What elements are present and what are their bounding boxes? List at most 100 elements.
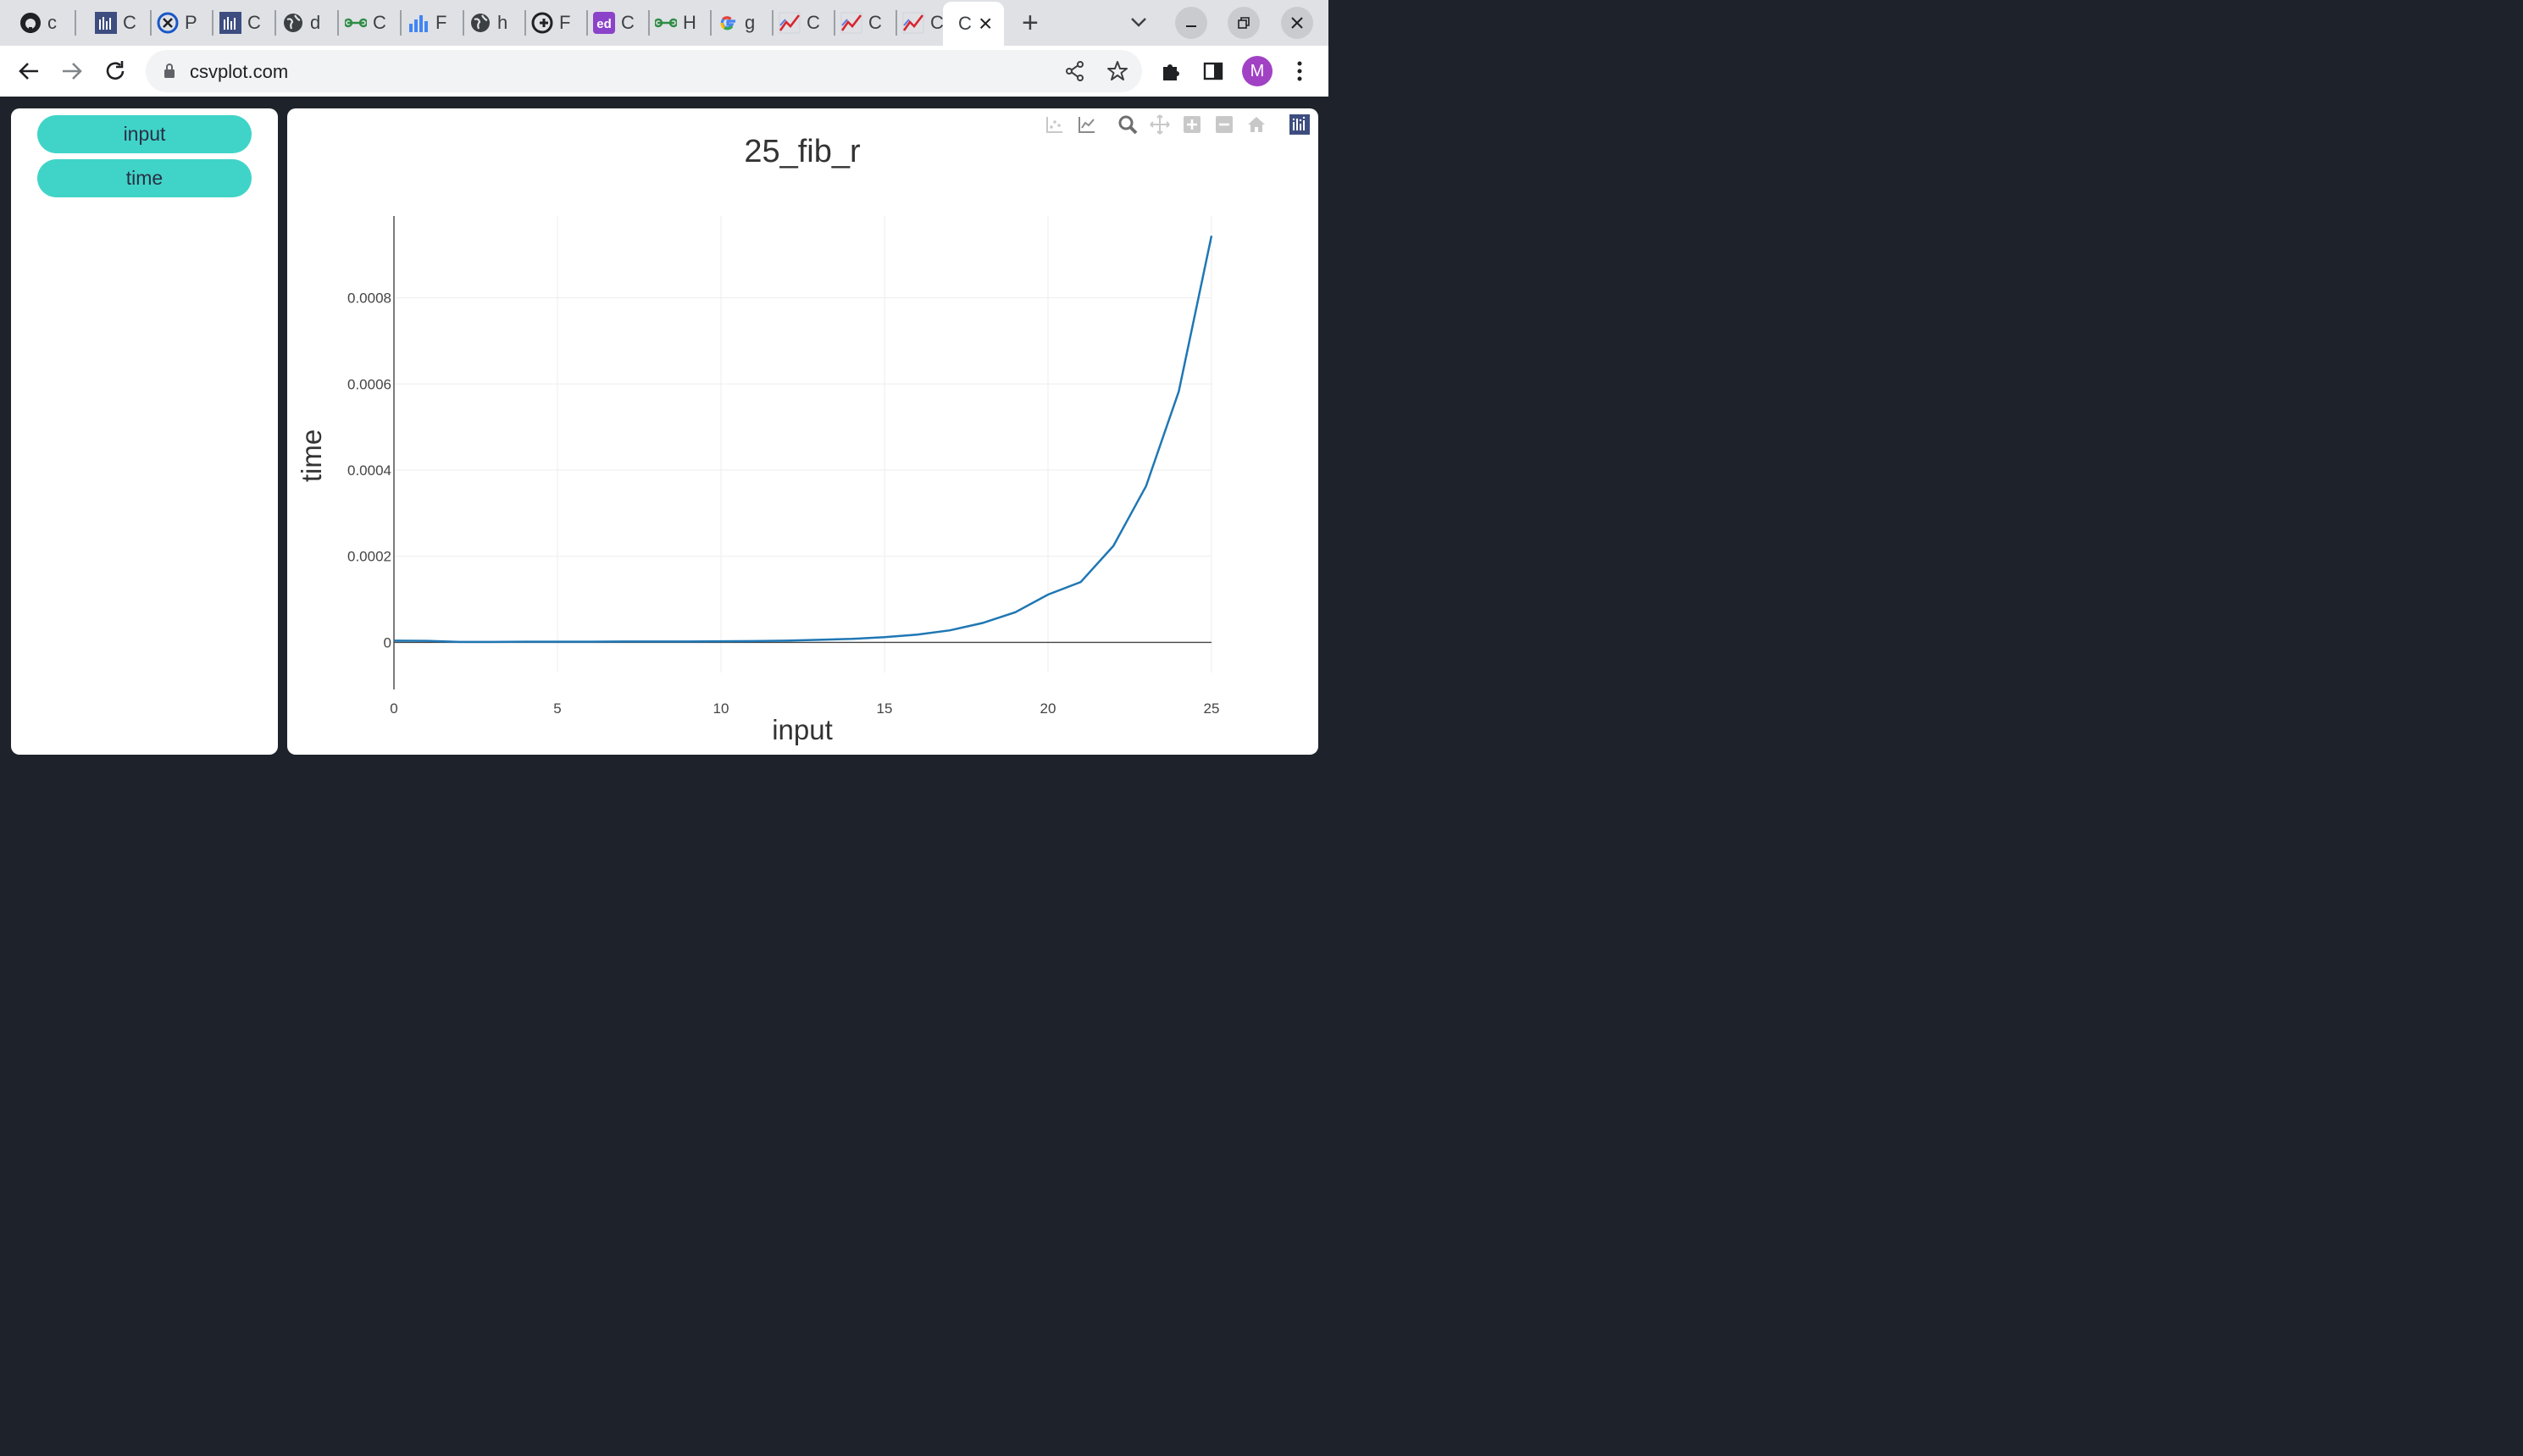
close-tab-icon[interactable]: ×	[979, 10, 993, 36]
browser-tab[interactable]: C	[325, 5, 390, 41]
extensions-button[interactable]	[1157, 58, 1184, 85]
pan-icon[interactable]	[1149, 113, 1171, 136]
browser-tab[interactable]: h	[450, 5, 514, 41]
tab-title: F	[435, 12, 447, 33]
browser-tab[interactable]: F	[388, 5, 452, 41]
forward-button[interactable]	[58, 58, 86, 85]
y-gridlines	[394, 297, 1212, 557]
zoom-in-icon[interactable]	[1181, 113, 1203, 136]
tab-separator	[896, 10, 897, 36]
browser-tab[interactable]: F	[512, 5, 576, 41]
browser-tab[interactable]: H	[635, 5, 700, 41]
tab-title: F	[559, 12, 571, 33]
new-tab-button[interactable]: +	[1022, 7, 1039, 39]
cpp-icon	[530, 11, 554, 35]
x-tick-label: 15	[877, 700, 893, 717]
reload-button[interactable]	[102, 58, 129, 85]
svg-text:ed: ed	[596, 17, 612, 31]
browser-tab[interactable]: C	[75, 5, 140, 41]
browser-menu-button[interactable]	[1286, 58, 1313, 85]
compare-data-icon[interactable]	[1044, 113, 1066, 136]
browser-tab[interactable]: d	[263, 5, 327, 41]
google-icon	[716, 11, 740, 35]
tab-title: P	[185, 12, 197, 33]
x-tick-label: 10	[713, 700, 729, 717]
column-sidebar: input time	[11, 108, 278, 755]
line-chart-icon	[778, 11, 801, 35]
minimize-icon	[1186, 25, 1196, 27]
browser-tab[interactable]: ed C	[574, 5, 638, 41]
github-icon	[19, 11, 42, 35]
tab-title: C	[123, 12, 136, 33]
geeksforgeeks-icon	[654, 11, 678, 35]
x-tick-label: 25	[1204, 700, 1220, 717]
axes	[393, 216, 1212, 689]
y-tick-label: 0.0004	[347, 462, 391, 479]
globe-icon	[469, 11, 492, 35]
zoom-out-icon[interactable]	[1213, 113, 1235, 136]
line-chart-icon	[901, 11, 925, 35]
x-axis-ticks: 0 5 10 15 20 25	[390, 700, 1219, 717]
y-axis-label: time	[296, 429, 327, 482]
back-button[interactable]	[15, 58, 42, 85]
tab-title: h	[497, 12, 508, 33]
side-panel-button[interactable]	[1200, 58, 1227, 85]
y-tick-label: 0.0008	[347, 291, 391, 307]
tab-title: H	[683, 12, 696, 33]
browser-tab[interactable]: C	[759, 5, 823, 41]
close-window-button[interactable]	[1281, 7, 1313, 39]
side-panel-icon	[1203, 62, 1223, 80]
tab-title: C	[247, 12, 261, 33]
csv-plot-icon	[219, 11, 242, 35]
restore-icon	[1238, 17, 1250, 29]
tab-title: C	[930, 12, 944, 33]
series-line[interactable]	[393, 235, 1213, 644]
tab-title: C	[958, 13, 972, 34]
tab-title: C	[868, 12, 882, 33]
minimize-button[interactable]	[1175, 7, 1207, 39]
browser-tab[interactable]: P	[137, 5, 202, 41]
share-icon[interactable]	[1064, 60, 1086, 82]
tab-title: g	[745, 12, 756, 33]
arrow-left-icon	[19, 63, 38, 80]
y-tick-label: 0.0002	[347, 549, 391, 565]
browser-tab[interactable]: C	[883, 5, 947, 41]
tab-search-chevron-icon[interactable]	[1128, 12, 1149, 32]
home-reset-icon[interactable]	[1245, 113, 1267, 136]
tab-title: C	[373, 12, 386, 33]
plotly-logo-icon[interactable]	[1289, 113, 1311, 136]
puzzle-icon	[1163, 64, 1179, 80]
hover-closest-icon[interactable]	[1076, 113, 1098, 136]
browser-tab-active[interactable]: C ×	[943, 2, 1004, 46]
x-tick-label: 0	[390, 700, 397, 717]
tab-separator	[400, 10, 402, 36]
column-button-input[interactable]: input	[37, 115, 252, 153]
zoom-icon[interactable]	[1117, 113, 1139, 136]
globe-icon	[281, 11, 305, 35]
edpuzzle-icon: ed	[592, 11, 616, 35]
browser-tab[interactable]: C	[821, 5, 885, 41]
tab-title: C	[807, 12, 820, 33]
line-chart: 25_fib_r 0 0.0002 0.0004 0.0006 0.0008 0 5 10 1…	[296, 134, 1219, 745]
y-tick-label: 0	[384, 634, 391, 650]
x-axis-label: input	[772, 714, 833, 745]
y-axis-ticks: 0 0.0002 0.0004 0.0006 0.0008	[347, 291, 391, 651]
browser-tab[interactable]: C	[200, 5, 264, 41]
x-gridlines	[557, 216, 1212, 673]
tab-title: C	[621, 12, 635, 33]
arrow-right-icon	[63, 63, 82, 80]
bookmark-star-icon[interactable]	[1106, 60, 1128, 82]
address-bar[interactable]: csvplot.com	[146, 50, 1142, 92]
lock-icon	[164, 64, 175, 78]
tab-separator	[648, 10, 650, 36]
profile-avatar[interactable]: M	[1242, 56, 1273, 86]
browser-tab[interactable]: g	[697, 5, 762, 41]
browser-tab[interactable]: c	[0, 5, 64, 41]
y-tick-label: 0.0006	[347, 376, 391, 392]
tab-separator	[337, 10, 339, 36]
plot-panel: 25_fib_r 0 0.0002 0.0004 0.0006 0.0008 0 5 10 1…	[287, 108, 1318, 755]
column-button-time[interactable]: time	[37, 159, 252, 197]
restore-button[interactable]	[1228, 7, 1260, 39]
tab-separator	[463, 10, 464, 36]
